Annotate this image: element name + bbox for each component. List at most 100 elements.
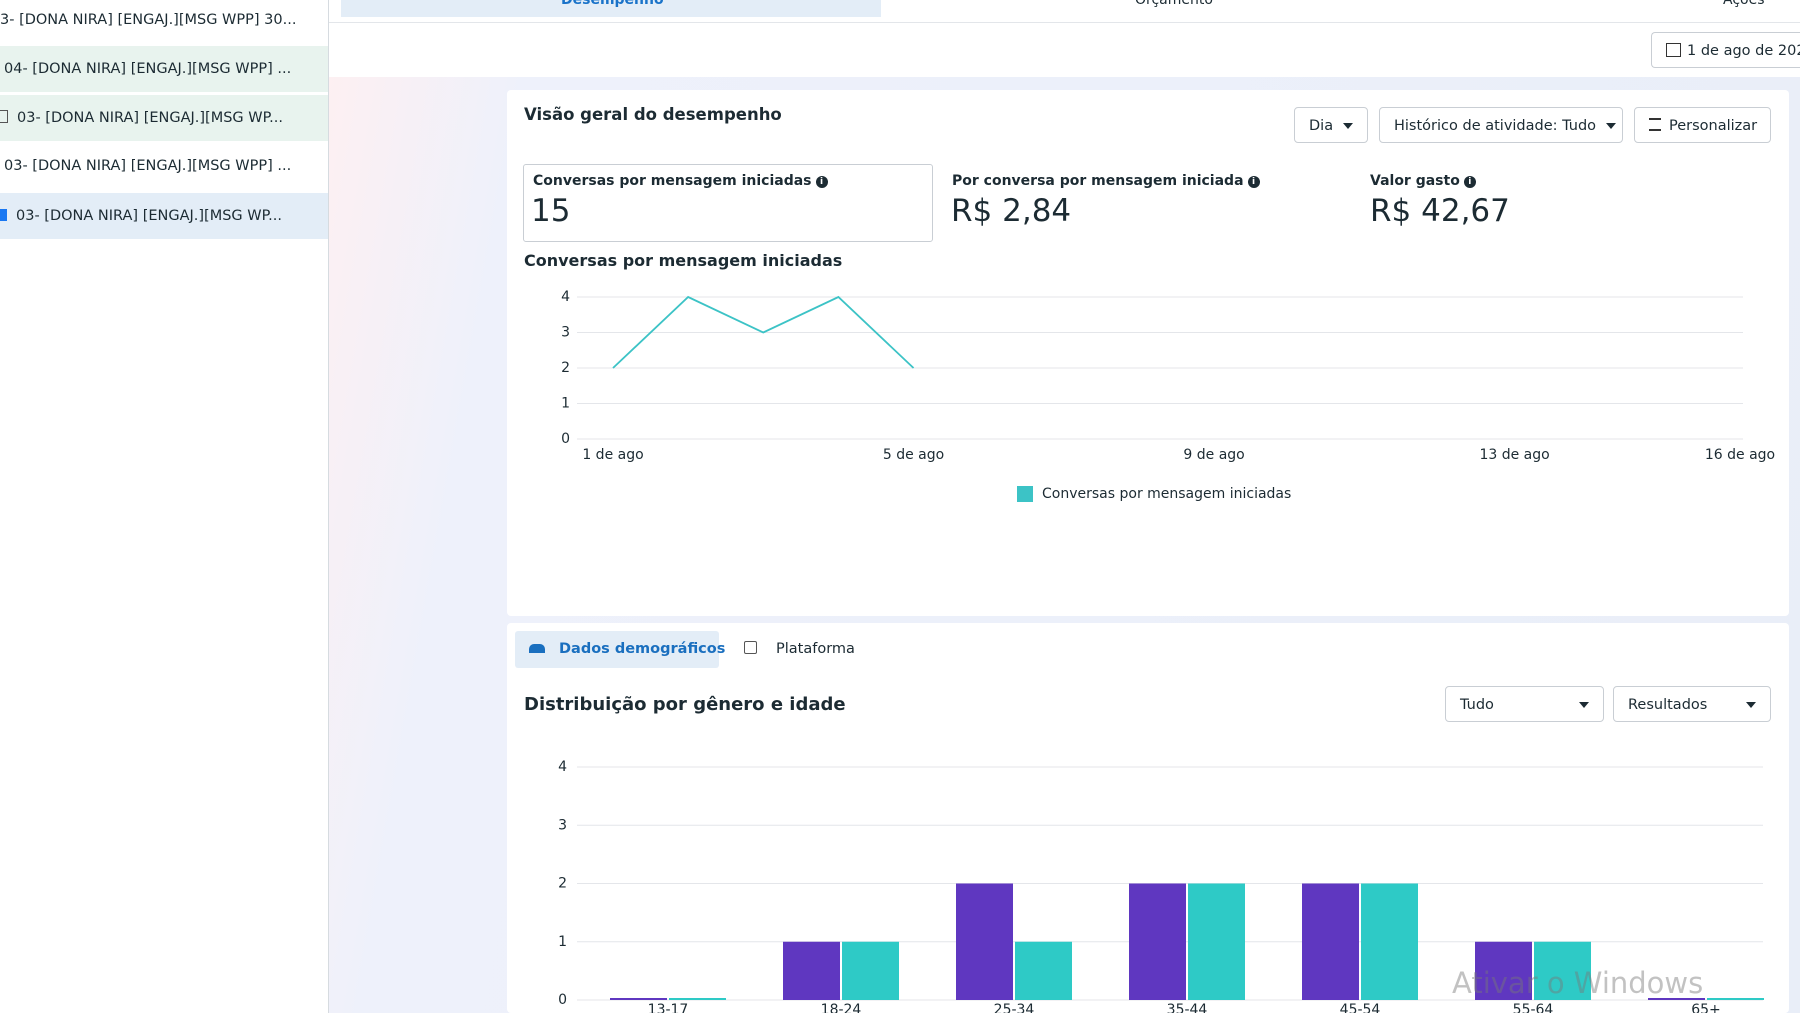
y-tick-label: 2 <box>561 360 570 376</box>
bar <box>956 883 1013 1000</box>
campaign-item[interactable]: 3- [DONA NIRA] [ENGAJ.][MSG WPP] 30... <box>0 0 328 43</box>
platform-icon <box>744 641 757 654</box>
y-tick-label: 3 <box>558 817 567 833</box>
tab: Dados demográficos <box>529 641 725 657</box>
x-tick-label: 25-34 <box>994 1002 1035 1013</box>
bar <box>669 998 726 1000</box>
x-tick-label: 9 de ago <box>1183 447 1244 463</box>
item-icon <box>0 209 7 221</box>
bar <box>1361 883 1418 1000</box>
campaign-item[interactable]: 04- [DONA NIRA] [ENGAJ.][MSG WPP] ... <box>0 46 328 92</box>
bar <box>1188 883 1245 1000</box>
bar <box>1475 941 1532 1000</box>
button-label: Personalizar <box>1669 118 1758 134</box>
tab[interactable]: Plataforma <box>744 641 855 657</box>
tab-label: Dados demográficos <box>559 641 726 657</box>
y-tick-label: 0 <box>561 431 570 447</box>
info-icon: i <box>1247 176 1260 188</box>
customize-button[interactable]: Personalizar <box>1634 107 1771 143</box>
y-tick-label: 4 <box>558 759 567 775</box>
campaign-name: 03- [DONA NIRA] [ENGAJ.][MSG WP... <box>16 208 282 224</box>
campaign-name: 3- [DONA NIRA] [ENGAJ.][MSG WPP] 30... <box>0 12 297 28</box>
info-icon: i <box>815 176 828 188</box>
calendar-icon <box>1666 43 1681 57</box>
date-label: 1 de ago de 2024 <box>1687 43 1800 59</box>
x-tick-label: 18-24 <box>821 1002 862 1013</box>
y-tick-label: 0 <box>558 992 567 1008</box>
info-icon: i <box>1463 176 1476 188</box>
bar <box>842 941 899 1000</box>
bar <box>1129 883 1186 1000</box>
legend-swatch <box>1017 486 1033 502</box>
x-tick-label: 35-44 <box>1167 1002 1208 1013</box>
top-tabs: Desempenho Orçamento Ações <box>329 0 1800 23</box>
bar <box>1015 941 1072 1000</box>
metric-value: R$ 42,67 <box>1370 193 1510 229</box>
item-icon <box>0 110 8 123</box>
dropdown-label: Resultados <box>1628 697 1708 713</box>
dropdown[interactable]: Resultados <box>1613 686 1771 722</box>
x-tick-label: 5 de ago <box>883 447 944 463</box>
chart-title: Conversas por mensagem iniciadas <box>524 251 843 270</box>
x-tick-label: 45-54 <box>1340 1002 1381 1013</box>
caret <box>1606 123 1617 129</box>
chart-title: Distribuição por gênero e idade <box>524 694 846 715</box>
bar <box>610 998 667 1000</box>
caret <box>1579 702 1589 708</box>
dropdown[interactable]: Dia <box>1294 107 1368 143</box>
bar <box>1648 998 1705 1000</box>
metric-label: Por conversa por mensagem iniciada i <box>952 173 1260 189</box>
bar <box>1302 883 1359 1000</box>
campaign-item[interactable]: 03- [DONA NIRA] [ENGAJ.][MSG WPP] ... <box>0 143 328 189</box>
caret <box>1746 702 1756 708</box>
metric-label: Conversas por mensagem iniciadas i <box>533 173 828 189</box>
bar <box>1534 941 1591 1000</box>
y-tick-label: 2 <box>558 876 567 892</box>
bar <box>1707 998 1764 1000</box>
tab-label[interactable]: Orçamento <box>1135 0 1213 8</box>
x-tick-label: 55-64 <box>1513 1002 1554 1013</box>
active-tab[interactable]: Desempenho <box>341 0 881 17</box>
campaign-name: 04- [DONA NIRA] [ENGAJ.][MSG WPP] ... <box>4 61 292 77</box>
metric-label-text: Por conversa por mensagem iniciada <box>952 173 1244 189</box>
people-icon <box>529 644 545 653</box>
tab-label: Desempenho <box>561 0 664 8</box>
campaign-name: 03- [DONA NIRA] [ENGAJ.][MSG WPP] ... <box>4 158 292 174</box>
x-tick-label: 13 de ago <box>1479 447 1549 463</box>
campaign-item[interactable]: 03- [DONA NIRA] [ENGAJ.][MSG WP... <box>0 95 328 141</box>
active-tab[interactable] <box>515 631 719 668</box>
y-tick-label: 4 <box>561 289 570 305</box>
dropdown[interactable]: Tudo <box>1445 686 1604 722</box>
metric-label: Valor gasto i <box>1370 173 1476 189</box>
settings-icon <box>1649 118 1661 131</box>
toolbar <box>329 23 1800 77</box>
caret <box>1343 123 1354 129</box>
metric-value: R$ 2,84 <box>951 193 1072 229</box>
campaign-item[interactable]: 03- [DONA NIRA] [ENGAJ.][MSG WP... <box>0 193 328 239</box>
x-tick-label: 1 de ago <box>582 447 643 463</box>
date-picker[interactable]: 1 de ago de 2024 <box>1651 32 1800 68</box>
dropdown[interactable]: Histórico de atividade: Tudo <box>1379 107 1623 143</box>
campaign-name: 03- [DONA NIRA] [ENGAJ.][MSG WP... <box>17 110 283 126</box>
metric-label-text: Valor gasto <box>1370 173 1460 189</box>
dropdown-label: Dia <box>1309 118 1334 134</box>
card-title: Visão geral do desempenho <box>524 105 782 124</box>
bar <box>783 941 840 1000</box>
tab-label[interactable]: Ações <box>1723 0 1765 8</box>
metric-label-text: Conversas por mensagem iniciadas <box>533 173 812 189</box>
dropdown-label: Tudo <box>1460 697 1494 713</box>
y-tick-label: 3 <box>561 325 570 341</box>
dropdown-label: Histórico de atividade: Tudo <box>1394 118 1597 134</box>
x-tick-label: 16 de ago <box>1705 447 1775 463</box>
y-tick-label: 1 <box>558 934 567 950</box>
y-tick-label: 1 <box>561 396 570 412</box>
metric-selected[interactable] <box>523 164 933 242</box>
x-tick-label: 13-17 <box>648 1002 689 1013</box>
line-series <box>612 295 915 369</box>
os-watermark: Ativar o Windows <box>1452 966 1704 1000</box>
x-tick-label: 65+ <box>1691 1002 1721 1013</box>
overview-card <box>507 90 1789 616</box>
sidebar: 3- [DONA NIRA] [ENGAJ.][MSG WPP] 30... 0… <box>0 0 329 1013</box>
